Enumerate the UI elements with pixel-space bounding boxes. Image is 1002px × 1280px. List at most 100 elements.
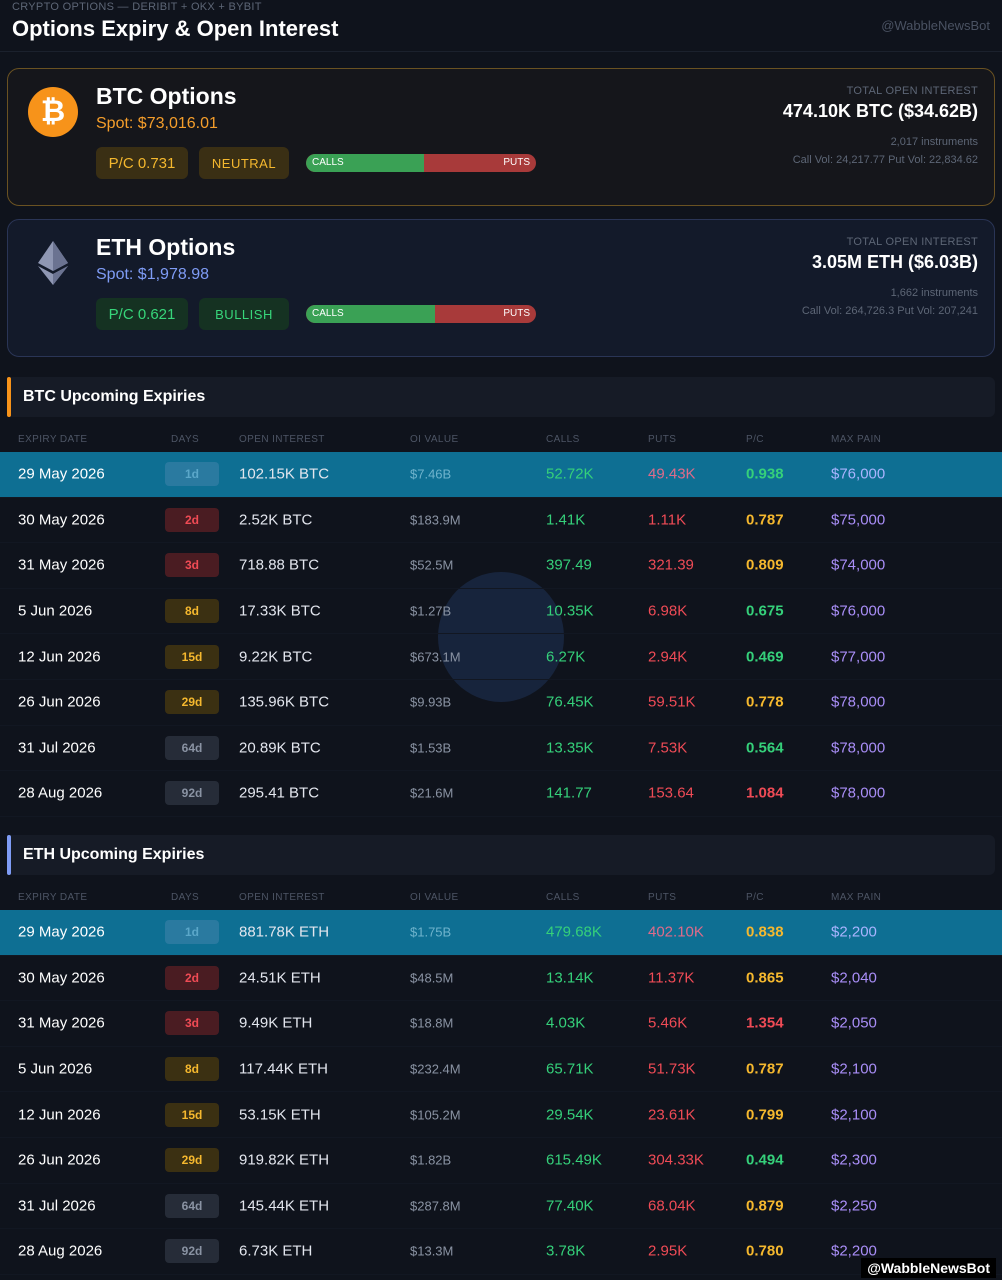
expiry-date-cell: 28 Aug 2026: [18, 784, 103, 802]
open-interest-cell: 24.51K ETH: [239, 969, 321, 987]
table-row[interactable]: 31 Jul 2026 64d 145.44K ETH $287.8M 77.40K 68…: [0, 1184, 1002, 1230]
calls-cell: 29.54K: [546, 1106, 594, 1124]
oi-value-cell: $13.3M: [410, 1243, 454, 1259]
expiry-date-cell: 12 Jun 2026: [18, 648, 101, 666]
table-row[interactable]: 31 Jul 2026 64d 20.89K BTC $1.53B 13.35K 7.53…: [0, 726, 1002, 772]
table-row[interactable]: 26 Jun 2026 29d 135.96K BTC $9.93B 76.45K 59.…: [0, 680, 1002, 726]
max-pain-cell: $78,000: [831, 784, 886, 802]
expiry-date-cell: 26 Jun 2026: [18, 693, 101, 711]
table-row[interactable]: 12 Jun 2026 15d 9.22K BTC $673.1M 6.27K 2.94K…: [0, 634, 1002, 680]
col-pc: P/C: [746, 434, 764, 445]
calls-cell: 1.41K: [546, 511, 586, 529]
days-badge: 15d: [165, 1102, 219, 1127]
eth-summary-card: ETH Options Spot: $1,978.98 P/C 0.621 BU…: [7, 219, 995, 357]
table-row[interactable]: 28 Aug 2026 92d 6.73K ETH $13.3M 3.78K 2.95K 0…: [0, 1229, 1002, 1275]
max-pain-cell: $74,000: [831, 556, 886, 574]
calls-cell: 13.14K: [546, 969, 594, 987]
puts-cell: 23.61K: [648, 1106, 696, 1124]
col-oi-value: OI VALUE: [410, 892, 459, 903]
oi-value-cell: $7.46B: [410, 466, 452, 482]
table-row[interactable]: 5 Jun 2026 8d 117.44K ETH $232.4M 65.71K 51.7…: [0, 1047, 1002, 1093]
pc-ratio-cell: 0.787: [746, 511, 784, 529]
expiry-date-cell: 5 Jun 2026: [18, 602, 93, 620]
expiry-date-cell: 12 Jun 2026: [18, 1106, 101, 1124]
pc-ratio-cell: 0.675: [746, 602, 784, 620]
eth-sentiment-badge: BULLISH: [199, 298, 289, 330]
oi-value-cell: $1.27B: [410, 603, 452, 619]
pc-ratio-cell: 0.494: [746, 1151, 784, 1169]
calls-cell: 52.72K: [546, 465, 594, 483]
calls-cell: 10.35K: [546, 602, 594, 620]
oi-value-cell: $9.93B: [410, 694, 452, 710]
table-row[interactable]: 12 Jun 2026 15d 53.15K ETH $105.2M 29.54K 23.…: [0, 1092, 1002, 1138]
pc-ratio-cell: 0.799: [746, 1106, 784, 1124]
max-pain-cell: $2,200: [831, 923, 877, 941]
puts-cell: 6.98K: [648, 602, 688, 620]
table-row[interactable]: 30 May 2026 2d 2.52K BTC $183.9M 1.41K 1.11K 0…: [0, 498, 1002, 544]
header-handle: @WabbleNewsBot: [881, 18, 990, 33]
col-puts: PUTS: [648, 434, 677, 445]
calls-cell: 65.71K: [546, 1060, 594, 1078]
pc-ratio-cell: 0.778: [746, 693, 784, 711]
table-row[interactable]: 26 Jun 2026 29d 919.82K ETH $1.82B 615.49K 30…: [0, 1138, 1002, 1184]
col-expiry-date: EXPIRY DATE: [18, 434, 88, 445]
table-row[interactable]: 31 May 2026 3d 718.88 BTC $52.5M 397.49 321.3…: [0, 543, 1002, 589]
calls-cell: 13.35K: [546, 739, 594, 757]
open-interest-cell: 9.49K ETH: [239, 1014, 313, 1032]
btc-card-title: BTC Options: [96, 83, 237, 109]
table-row[interactable]: 28 Aug 2026 92d 295.41 BTC $21.6M 141.77 153.…: [0, 771, 1002, 817]
table-row[interactable]: 29 May 2026 1d 881.78K ETH $1.75B 479.68K 402…: [0, 910, 1002, 956]
btc-spot-price: Spot: $73,016.01: [96, 115, 218, 132]
col-max-pain: MAX PAIN: [831, 434, 882, 445]
top-bar: CRYPTO OPTIONS — DERIBIT + OKX + BYBIT O…: [0, 0, 1002, 52]
max-pain-cell: $2,100: [831, 1060, 877, 1078]
table-row[interactable]: 5 Jun 2026 8d 17.33K BTC $1.27B 10.35K 6.98K 0…: [0, 589, 1002, 635]
btc-sentiment-badge: NEUTRAL: [199, 147, 289, 179]
days-badge: 3d: [165, 1011, 219, 1036]
oi-value-cell: $673.1M: [410, 649, 461, 665]
btc-table-header: EXPIRY DATE DAYS OPEN INTEREST OI VALUE …: [0, 428, 1002, 452]
table-row[interactable]: 30 May 2026 2d 24.51K ETH $48.5M 13.14K 11.37…: [0, 956, 1002, 1002]
btc-calls-fill: [306, 154, 425, 172]
calls-cell: 4.03K: [546, 1014, 586, 1032]
open-interest-cell: 135.96K BTC: [239, 693, 330, 711]
footer-handle: @WabbleNewsBot: [861, 1258, 996, 1278]
days-badge: 64d: [165, 1193, 219, 1218]
btc-section-accent: [7, 377, 11, 417]
max-pain-cell: $78,000: [831, 693, 886, 711]
oi-value-cell: $232.4M: [410, 1061, 461, 1077]
pc-ratio-cell: 0.809: [746, 556, 784, 574]
expiry-date-cell: 31 May 2026: [18, 556, 105, 574]
pc-ratio-cell: 0.865: [746, 969, 784, 987]
max-pain-cell: $75,000: [831, 511, 886, 529]
open-interest-cell: 2.52K BTC: [239, 511, 313, 529]
max-pain-cell: $76,000: [831, 602, 886, 620]
eth-section-accent: [7, 835, 11, 875]
eth-expiries-table: EXPIRY DATE DAYS OPEN INTEREST OI VALUE …: [0, 886, 1002, 1275]
puts-cell: 304.33K: [648, 1151, 704, 1169]
penguin-watermark-icon: [438, 572, 564, 702]
puts-cell: 68.04K: [648, 1197, 696, 1215]
eth-pc-badge: P/C 0.621: [96, 298, 188, 330]
eth-calls-puts-bar: CALLS PUTS: [306, 305, 536, 323]
puts-cell: 153.64: [648, 784, 694, 802]
oi-value-cell: $287.8M: [410, 1198, 461, 1214]
expiry-date-cell: 30 May 2026: [18, 969, 105, 987]
eth-instrument-count: 1,662 instruments: [890, 287, 978, 299]
eth-puts-bar-label: PUTS: [503, 308, 530, 319]
oi-value-cell: $1.82B: [410, 1152, 452, 1168]
col-oi-value: OI VALUE: [410, 434, 459, 445]
eth-table-header: EXPIRY DATE DAYS OPEN INTEREST OI VALUE …: [0, 886, 1002, 910]
open-interest-cell: 6.73K ETH: [239, 1242, 313, 1260]
open-interest-cell: 881.78K ETH: [239, 923, 330, 941]
open-interest-cell: 295.41 BTC: [239, 784, 320, 802]
expiry-date-cell: 31 May 2026: [18, 1014, 105, 1032]
days-badge: 1d: [165, 920, 219, 945]
open-interest-cell: 718.88 BTC: [239, 556, 320, 574]
table-row[interactable]: 31 May 2026 3d 9.49K ETH $18.8M 4.03K 5.46K 1.…: [0, 1001, 1002, 1047]
oi-value-cell: $21.6M: [410, 785, 454, 801]
expiry-date-cell: 31 Jul 2026: [18, 739, 96, 757]
col-days: DAYS: [171, 434, 200, 445]
table-row[interactable]: 29 May 2026 1d 102.15K BTC $7.46B 52.72K 49.4…: [0, 452, 1002, 498]
days-badge: 8d: [165, 1057, 219, 1082]
